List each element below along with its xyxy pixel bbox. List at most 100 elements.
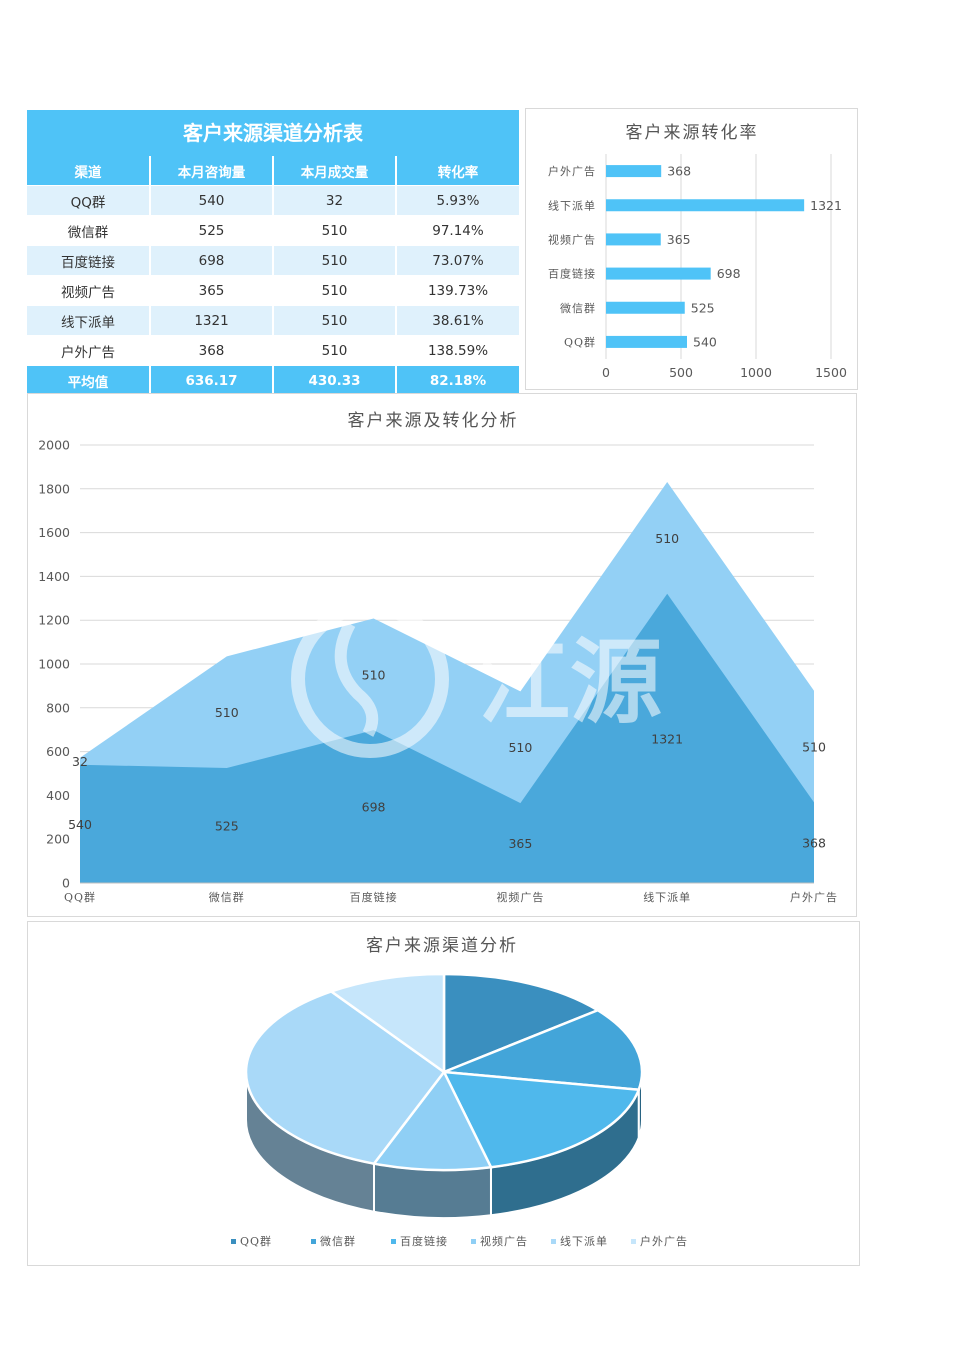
area-series-inquiries — [80, 593, 814, 883]
bar-category-label: 微信群 — [560, 301, 596, 315]
bar-chart-panel: 客户来源转化率 368 1321 365 698 525 540 户外广告 线下派单 视频广告… — [525, 108, 858, 390]
header-deals: 本月成交量 — [273, 156, 397, 186]
cell-conversion: 139.73% — [396, 275, 519, 306]
pie-legend-swatch — [631, 1239, 636, 1244]
area-category-label: 户外广告 — [790, 890, 838, 904]
footer-avg-deals: 430.33 — [273, 365, 397, 396]
cell-deals: 510 — [273, 215, 397, 246]
area-category-label: QQ群 — [64, 890, 96, 904]
cell-inquiries: 698 — [150, 245, 274, 276]
footer-avg-inquiries: 636.17 — [150, 365, 274, 396]
cell-channel: 微信群 — [27, 215, 151, 246]
pie-slice — [443, 1008, 644, 1092]
area-y-tick-label: 600 — [46, 744, 70, 759]
channel-pie-chart: 客户来源渠道分析 QQ群 微信群 百度链接 视频广告 线下派单 户外广告 — [231, 936, 688, 1248]
cell-inquiries: 540 — [150, 185, 274, 216]
area-data-label-deals: 510 — [802, 740, 826, 755]
watermark-logo-swirl — [334, 621, 379, 737]
cell-conversion: 97.14% — [396, 215, 519, 246]
area-category-label: 百度链接 — [350, 890, 398, 904]
cell-channel: 百度链接 — [27, 245, 151, 276]
bar-data-label: 525 — [691, 300, 715, 315]
cell-channel: 户外广告 — [27, 335, 151, 366]
cell-conversion: 138.59% — [396, 335, 519, 366]
pie-legend-swatch — [391, 1239, 396, 1244]
pie-legend-swatch — [551, 1239, 556, 1244]
table-title: 客户来源渠道分析表 — [27, 110, 519, 156]
pie-legend-label: QQ群 — [240, 1234, 272, 1248]
pie-legend-label: 微信群 — [320, 1234, 356, 1248]
bar — [606, 233, 661, 246]
cell-deals: 32 — [273, 185, 397, 216]
table-footer-row: 平均值 636.17 430.33 82.18% — [27, 365, 519, 396]
area-y-tick-label: 1800 — [38, 481, 70, 496]
area-y-tick-label: 2000 — [38, 438, 70, 453]
area-data-label-inquiries: 1321 — [651, 731, 683, 746]
bar — [606, 199, 805, 212]
pie-legend-label: 百度链接 — [400, 1234, 448, 1248]
area-y-tick-label: 0 — [62, 876, 70, 891]
bar-x-tick-label: 0 — [602, 365, 610, 380]
header-conversion: 转化率 — [396, 156, 519, 186]
cell-channel: 视频广告 — [27, 275, 151, 306]
pie-slice — [442, 972, 601, 1074]
pie-legend-swatch — [231, 1239, 236, 1244]
pie-slice-side — [373, 1162, 492, 1219]
table-header-row: 渠道 本月咨询量 本月成交量 转化率 — [27, 156, 519, 186]
watermark-text: 江源 — [478, 629, 662, 736]
table-row: 视频广告 365 510 139.73% — [27, 275, 519, 306]
footer-avg-conversion: 82.18% — [396, 365, 519, 396]
bar-x-tick-label: 1000 — [740, 365, 772, 380]
area-data-label-inquiries: 525 — [215, 819, 239, 834]
bar-x-tick-label: 1500 — [815, 365, 847, 380]
pie-chart-title: 客户来源渠道分析 — [366, 936, 518, 956]
header-inquiries: 本月咨询量 — [150, 156, 274, 186]
area-y-tick-label: 800 — [46, 700, 70, 715]
bar-category-label: 户外广告 — [548, 164, 596, 178]
cell-deals: 510 — [273, 275, 397, 306]
pie-slice — [441, 1070, 641, 1169]
bar — [606, 301, 685, 314]
area-data-label-inquiries: 368 — [802, 836, 826, 851]
cell-inquiries: 525 — [150, 215, 274, 246]
table-row: 线下派单 1321 510 38.61% — [27, 305, 519, 336]
bar-chart-title: 客户来源转化率 — [626, 123, 759, 143]
area-data-label-deals: 510 — [215, 705, 239, 720]
area-data-label-deals: 32 — [72, 754, 88, 769]
cell-deals: 510 — [273, 335, 397, 366]
bar-data-label: 1321 — [810, 198, 842, 213]
area-y-tick-label: 200 — [46, 832, 70, 847]
area-data-label-inquiries: 540 — [68, 817, 92, 832]
cell-inquiries: 365 — [150, 275, 274, 306]
pie-legend-label: 线下派单 — [560, 1234, 608, 1248]
area-category-label: 视频广告 — [496, 890, 544, 904]
table-row: 百度链接 698 510 73.07% — [27, 245, 519, 276]
channel-analysis-table: 客户来源渠道分析表 渠道 本月咨询量 本月成交量 转化率 QQ群 540 32 … — [27, 110, 519, 396]
bar-x-tick-label: 500 — [669, 365, 693, 380]
pie-slice — [328, 972, 446, 1075]
cell-channel: 线下派单 — [27, 305, 151, 336]
bar-data-label: 365 — [667, 232, 691, 247]
bar-category-label: 百度链接 — [548, 267, 596, 281]
area-chart-panel: 客户来源及转化分析 江源 540 32 525 510 698 510 365 510 1321… — [27, 393, 857, 917]
cell-conversion: 38.61% — [396, 305, 519, 336]
bar — [606, 335, 687, 348]
area-data-label-inquiries: 365 — [508, 836, 532, 851]
area-y-tick-label: 1400 — [38, 569, 70, 584]
pie-legend-label: 视频广告 — [480, 1234, 528, 1248]
bar — [606, 267, 711, 280]
pie-legend-label: 户外广告 — [640, 1234, 688, 1248]
pie-slice — [244, 990, 446, 1166]
area-data-label-deals: 510 — [508, 740, 532, 755]
conversion-bar-chart: 客户来源转化率 368 1321 365 698 525 540 户外广告线下派单视频广告… — [548, 123, 847, 380]
area-category-label: 微信群 — [209, 890, 245, 904]
bar-data-label: 540 — [693, 334, 717, 349]
pie-chart-panel: 客户来源渠道分析 QQ群 微信群 百度链接 视频广告 线下派单 户外广告 — [27, 921, 860, 1266]
bar — [606, 165, 662, 178]
bar-category-label: QQ群 — [564, 335, 596, 349]
area-data-label-deals: 510 — [362, 667, 386, 682]
data-table: 渠道 本月咨询量 本月成交量 转化率 QQ群 540 32 5.93% 微信群 … — [27, 156, 519, 396]
footer-label: 平均值 — [27, 365, 151, 396]
cell-deals: 510 — [273, 245, 397, 276]
bar-category-label: 视频广告 — [548, 232, 596, 246]
